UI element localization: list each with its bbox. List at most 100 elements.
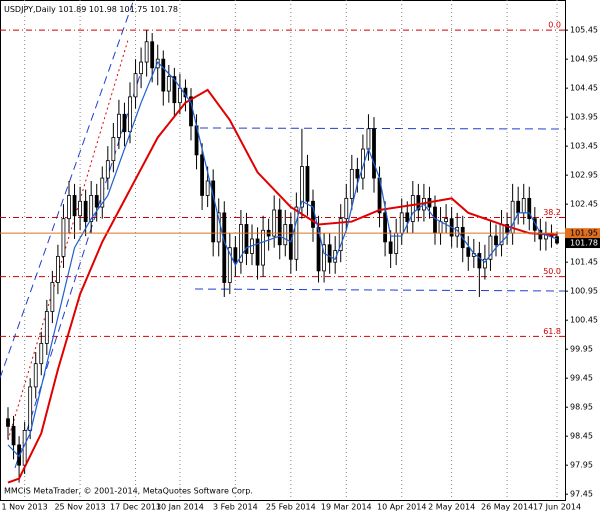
fib-label: 0.0 [548,21,561,30]
candle-body [433,206,437,234]
candle-body [494,235,498,246]
candle-body [94,195,99,208]
candle-body [322,244,326,272]
candle-body [388,241,393,254]
candle-body [211,180,216,243]
low: 101.75 [119,5,147,14]
candle-body [366,128,371,150]
candle-body [316,226,321,272]
candle-body [255,238,260,266]
fib-label: 38.2 [543,208,561,217]
candle-body [117,113,121,138]
candle-body [150,41,155,69]
candle-body [416,195,421,211]
candle-body [105,160,110,179]
candle-body [311,200,315,228]
candle-body [67,195,71,220]
price-label-box [565,238,600,249]
fib-label: 61.8 [543,327,561,336]
moving-average [7,88,558,484]
candle-body [327,244,332,263]
candle-body [477,253,482,269]
candle-body [521,197,526,214]
candle-body [161,58,166,92]
resistance-line [199,127,566,130]
channel-line [0,1,134,379]
candle-body [166,76,171,92]
x-tick-label: 10 Jan 2014 [156,503,204,512]
x-tick-label: 1 Nov 2013 [2,503,48,512]
candle-body [532,218,537,231]
candle-body [272,209,277,237]
candle-body [144,41,149,63]
candle-body [56,255,60,283]
y-tick-label: 104.45 [570,84,598,93]
candle-body [227,247,232,283]
y-tick-label: 105.45 [570,26,598,35]
x-tick-label: 26 May 2014 [481,503,533,512]
candle-body [178,87,182,104]
y-tick-label: 102.45 [570,200,598,209]
y-tick-label: 97.95 [570,461,593,470]
candle-body [244,224,249,254]
footer: MMCIS MetaTrader, © 2001-2014, MetaQuote… [4,487,253,496]
x-tick-label: 3 Feb 2014 [213,503,258,512]
candle-body [133,73,138,98]
candle-body [344,197,349,220]
candle-body [11,425,16,446]
candle-body [466,247,471,257]
y-tick-label: 100.95 [570,287,598,296]
price-label: 101.95 [570,229,598,238]
plot-frame [0,0,566,501]
candle-body [399,212,404,234]
candle-body [338,218,343,251]
high: 101.98 [89,5,117,14]
candle-body [488,235,493,260]
candle-body [300,166,304,208]
y-tick-label: 102.95 [570,171,598,180]
y-tick-label: 98.45 [570,432,593,441]
candle-body [28,386,33,431]
candle-body [139,61,143,75]
candle-body [205,180,210,196]
fib-label: 50.0 [543,267,561,276]
candle-body [6,418,10,427]
header: USDJPY,Daily 101.89 101.98 101.75 101.78 [4,5,178,14]
candle-body [283,224,288,246]
y-tick-label: 103.45 [570,142,598,151]
x-tick-label: 17 Jun 2014 [533,503,581,512]
candle-body [277,209,282,246]
y-tick-label: 98.95 [570,403,593,412]
x-tick-label: 2 May 2014 [428,503,475,512]
candle-body [222,212,227,283]
price-label: 101.78 [570,239,598,248]
candle-body [239,224,243,263]
support-line [194,288,566,292]
candle-body [111,137,116,162]
candle-body [527,197,532,220]
candle-body [555,236,559,244]
y-tick-label: 104.95 [570,55,598,64]
candle-body [172,76,177,104]
y-tick-label: 99.95 [570,345,593,354]
x-tick-label: 17 Dec 2013 [110,503,161,512]
candle-body [410,195,415,222]
candle-body [83,200,88,222]
candle-body [61,218,66,257]
candle-body [405,212,410,222]
candle-body [50,282,55,312]
open: 101.89 [58,5,86,14]
y-tick-label: 101.45 [570,258,598,267]
candle-body [444,218,448,222]
y-tick-label: 100.45 [570,316,598,325]
x-tick-label: 10 Apr 2014 [377,503,426,512]
x-tick-label: 25 Nov 2013 [54,503,105,512]
candle-body [122,113,127,133]
y-tick-label: 103.95 [570,113,598,122]
candle-body [100,177,105,208]
candle-body [39,342,44,365]
candle-body [372,128,376,179]
candle-body [438,221,443,234]
candle-body [78,200,82,217]
